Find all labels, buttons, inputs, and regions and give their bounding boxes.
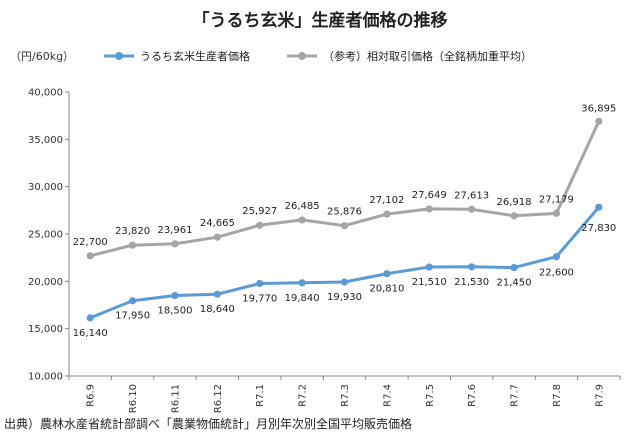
data-label: 23,961 — [157, 225, 192, 236]
data-label: 23,820 — [115, 226, 150, 237]
x-tick-label: R7.4 — [382, 384, 393, 407]
data-label: 16,140 — [73, 328, 108, 339]
data-point — [468, 205, 476, 213]
y-tick-label: 40,000 — [28, 88, 63, 99]
x-tick-label: R7.8 — [552, 384, 563, 407]
data-point — [595, 117, 603, 125]
data-point — [425, 205, 433, 213]
x-tick-label: R7.2 — [298, 384, 309, 407]
data-point — [298, 216, 306, 224]
data-point — [171, 240, 179, 248]
x-tick-label: R6.9 — [86, 384, 97, 407]
x-tick-label: R7.3 — [340, 384, 351, 407]
data-label: 18,500 — [157, 306, 192, 317]
x-tick-label: R7.6 — [467, 384, 478, 407]
y-tick-label: 10,000 — [28, 372, 63, 383]
data-label: 18,640 — [200, 304, 235, 315]
data-point — [552, 253, 561, 261]
data-label: 27,830 — [581, 223, 616, 234]
legend-swatch-marker — [115, 52, 123, 60]
data-point — [256, 279, 264, 288]
data-label: 21,530 — [454, 277, 489, 288]
x-tick-label: R6.10 — [128, 384, 139, 413]
data-point — [128, 241, 137, 249]
axes: 10,000 15,000 20,000 25,000 30,000 35,000 40,0… — [28, 88, 621, 413]
x-tick-label: R6.11 — [170, 384, 181, 413]
data-point — [340, 278, 349, 286]
data-point — [256, 221, 264, 229]
data-point — [468, 263, 476, 271]
source-note: 出典）農林水産省統計部調べ「農業物価統計」月別年次別全国平均販売価格 — [4, 416, 412, 431]
data-label: 21,510 — [412, 277, 447, 288]
y-tick-label: 20,000 — [28, 277, 63, 288]
chart-title: 「うるち玄米」生産者価格の推移 — [193, 10, 448, 31]
x-tick-label: R7.5 — [425, 384, 436, 407]
data-point — [510, 212, 518, 220]
data-label: 36,895 — [581, 103, 616, 114]
data-point — [86, 314, 94, 322]
y-axis-unit: （円/60kg） — [10, 50, 74, 63]
y-tick-label: 30,000 — [28, 182, 63, 193]
data-label: 26,485 — [285, 201, 320, 212]
data-point — [383, 270, 391, 278]
data-point — [86, 252, 94, 260]
data-label: 19,930 — [327, 292, 362, 303]
data-point — [595, 203, 603, 211]
y-tick-label: 35,000 — [28, 135, 63, 146]
data-point — [213, 233, 221, 241]
data-label: 21,450 — [497, 278, 532, 289]
data-label: 27,649 — [412, 190, 447, 201]
data-label: 17,950 — [115, 311, 150, 322]
data-point — [213, 290, 221, 298]
data-label: 22,600 — [539, 268, 574, 279]
data-point — [383, 210, 391, 218]
y-tick-label: 15,000 — [28, 324, 63, 335]
x-tick-label: R7.7 — [510, 384, 521, 407]
data-point — [425, 263, 433, 271]
legend-swatch-marker — [298, 52, 306, 60]
legend-entry: （参考）相対取引価格（全銘柄加重平均） — [323, 49, 532, 63]
y-tick-label: 25,000 — [28, 230, 63, 241]
data-point — [510, 264, 518, 272]
x-tick-label: R7.1 — [255, 384, 266, 407]
data-label: 27,102 — [369, 195, 404, 206]
data-label: 19,840 — [285, 293, 320, 304]
data-point — [340, 222, 349, 230]
series-layer: 16,140 17,950 18,500 18,640 19,770 19,840 19,9… — [73, 103, 617, 338]
data-label: 25,927 — [242, 206, 277, 217]
data-point — [171, 291, 179, 300]
legend-entry: うるち玄米生産者価格 — [140, 49, 250, 63]
data-point — [552, 209, 561, 217]
data-label: 27,613 — [454, 190, 489, 201]
data-label: 26,918 — [497, 197, 532, 208]
data-label: 22,700 — [73, 237, 108, 248]
legend: うるち玄米生産者価格 （参考）相対取引価格（全銘柄加重平均） — [104, 49, 532, 63]
data-label: 20,810 — [369, 284, 404, 295]
data-label: 25,876 — [327, 207, 362, 218]
data-label: 19,770 — [242, 294, 277, 305]
data-point — [128, 297, 137, 305]
data-point — [298, 279, 306, 287]
x-tick-label: R7.9 — [594, 384, 605, 407]
x-tick-label: R6.12 — [213, 384, 224, 413]
data-label: 24,665 — [200, 218, 235, 229]
data-label: 27,179 — [539, 194, 574, 205]
